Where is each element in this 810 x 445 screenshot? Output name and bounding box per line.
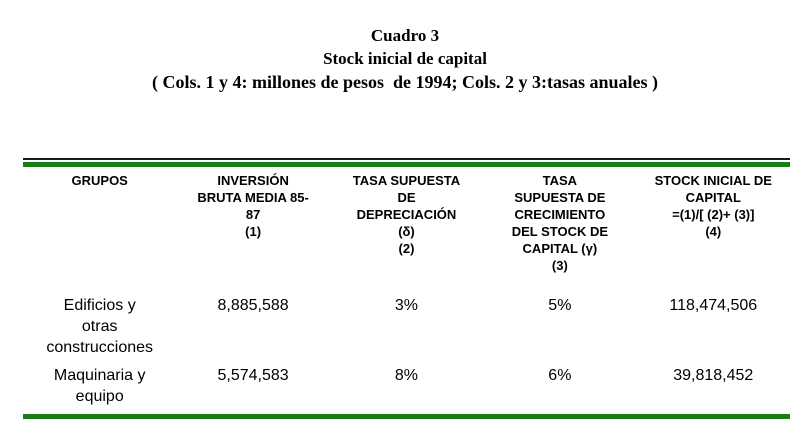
cell-inversion: 8,885,588 [217, 297, 289, 314]
column-header-inversion-bruta-media: INVERSIÓN BRUTA MEDIA 85- 87 (1) [197, 173, 309, 239]
table-row-edificios: Edificios y otras construcciones 8,885,5… [23, 295, 790, 365]
cell-tasa-depreciacion: 3% [394, 297, 419, 314]
table-caption-title: Stock inicial de capital [323, 49, 487, 68]
table-top-thick-rule [23, 162, 790, 167]
cell-tasa-crecimiento: 5% [548, 297, 572, 314]
cell-inversion: 5,574,583 [217, 367, 289, 384]
cell-stock-inicial: 39,818,452 [673, 367, 754, 384]
column-header-stock-inicial: STOCK INICIAL DE CAPITAL =(1)/[ (2)+ (3)… [654, 173, 772, 239]
table-caption-units-note: ( Cols. 1 y 4: millones de pesos de 1994… [151, 72, 658, 92]
cell-stock-inicial: 118,474,506 [669, 297, 758, 314]
table-top-thin-rule [23, 158, 790, 160]
cell-grupo: Maquinaria y equipo [53, 367, 146, 405]
table-caption: Cuadro 3 Stock inicial de capital ( Cols… [0, 0, 810, 94]
data-table: GRUPOS INVERSIÓN BRUTA MEDIA 85- 87 (1) … [23, 167, 790, 414]
cell-tasa-crecimiento: 6% [548, 367, 572, 384]
capital-stock-table: GRUPOS INVERSIÓN BRUTA MEDIA 85- 87 (1) … [23, 158, 790, 419]
column-header-grupos: GRUPOS [71, 173, 128, 188]
cell-grupo: Edificios y otras construcciones [46, 297, 154, 356]
table-caption-number: Cuadro 3 [370, 26, 440, 45]
column-header-tasa-depreciacion: TASA SUPUESTA DE DEPRECIACIÓN (δ) (2) [352, 173, 461, 256]
table-row-maquinaria: Maquinaria y equipo 5,574,583 8% 6% 39,8… [23, 365, 790, 414]
header-row: GRUPOS INVERSIÓN BRUTA MEDIA 85- 87 (1) … [23, 167, 790, 295]
table-bottom-rule [23, 414, 790, 419]
cell-tasa-depreciacion: 8% [394, 367, 419, 384]
column-header-tasa-crecimiento: TASA SUPUESTA DE CRECIMIENTO DEL STOCK D… [511, 173, 609, 273]
